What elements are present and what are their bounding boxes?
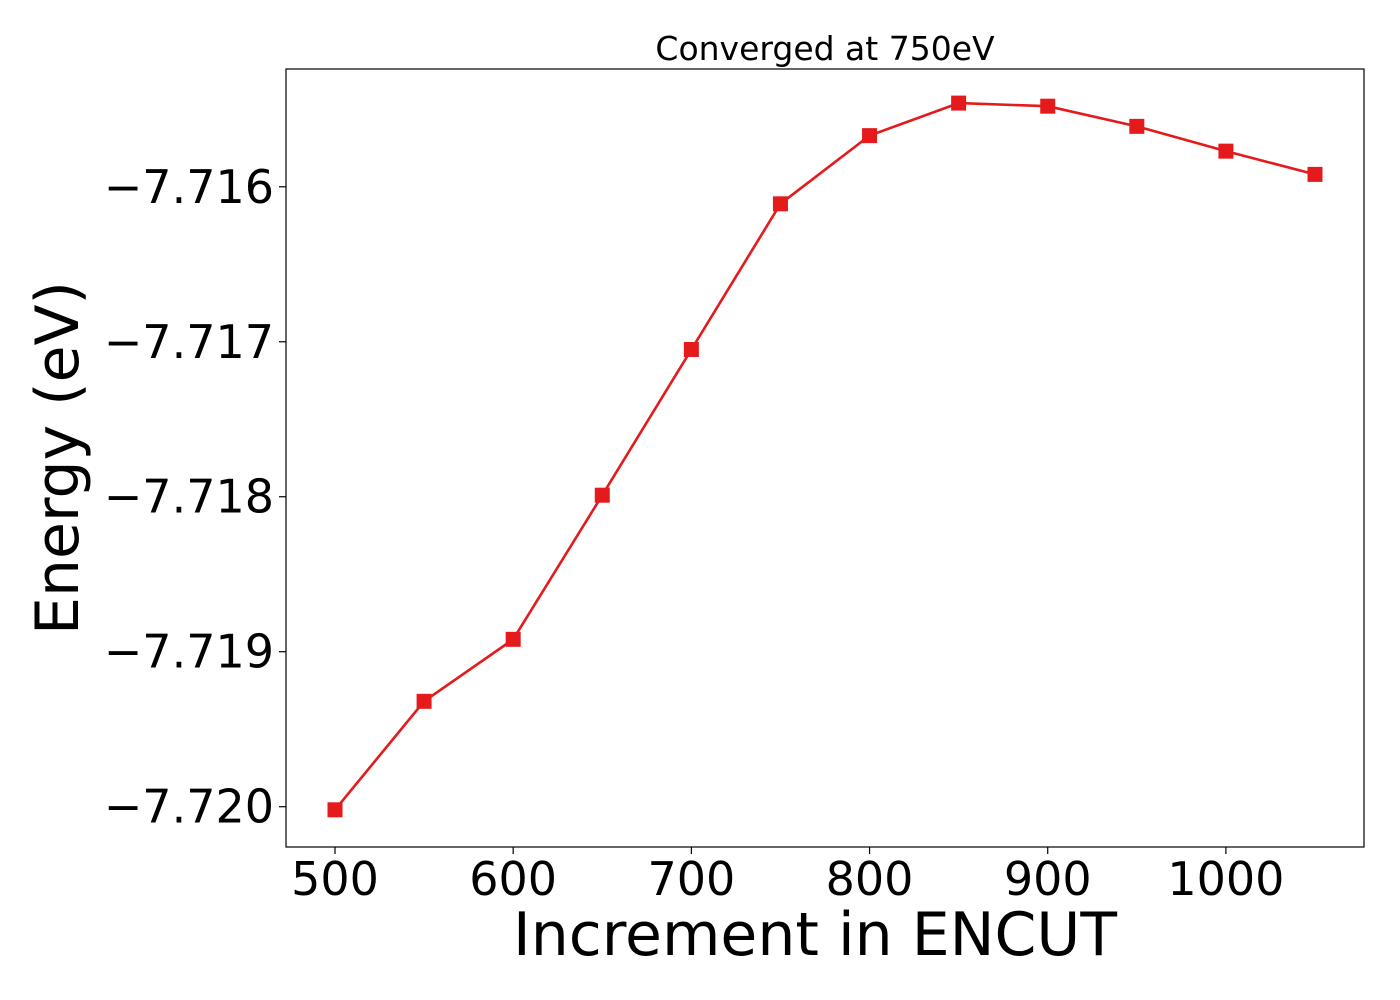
data-point — [862, 128, 878, 144]
y-tick-label: −7.716 — [104, 160, 274, 214]
data-point — [594, 487, 610, 503]
chart-title: Converged at 750eV — [655, 29, 995, 68]
series-line — [333, 101, 1316, 811]
plot-area — [285, 68, 1365, 848]
series-group — [327, 95, 1323, 818]
data-point — [951, 95, 967, 111]
y-axis: −7.720 −7.719 −7.718 −7.717 −7.716 — [104, 160, 286, 834]
data-point — [1218, 143, 1234, 159]
x-axis: 500 600 700 800 900 1000 — [291, 847, 1284, 906]
data-point — [416, 693, 432, 709]
x-tick-label: 500 — [291, 852, 379, 906]
data-point — [683, 342, 699, 358]
data-point — [1129, 118, 1145, 134]
data-point — [327, 802, 343, 818]
data-point — [1307, 166, 1323, 182]
x-tick-label: 900 — [1004, 852, 1092, 906]
x-tick-label: 600 — [469, 852, 557, 906]
x-tick-label: 800 — [826, 852, 914, 906]
data-point — [772, 196, 788, 212]
y-tick-label: −7.718 — [104, 470, 274, 524]
x-tick-label: 1000 — [1167, 852, 1284, 906]
data-point — [505, 631, 521, 647]
y-axis-label: Energy (eV) — [23, 281, 93, 635]
y-tick-label: −7.720 — [104, 780, 274, 834]
x-axis-label: Increment in ENCUT — [513, 900, 1117, 970]
data-point — [1040, 98, 1056, 114]
y-tick-label: −7.719 — [104, 625, 274, 679]
y-tick-label: −7.717 — [104, 315, 274, 369]
x-tick-label: 700 — [647, 852, 735, 906]
